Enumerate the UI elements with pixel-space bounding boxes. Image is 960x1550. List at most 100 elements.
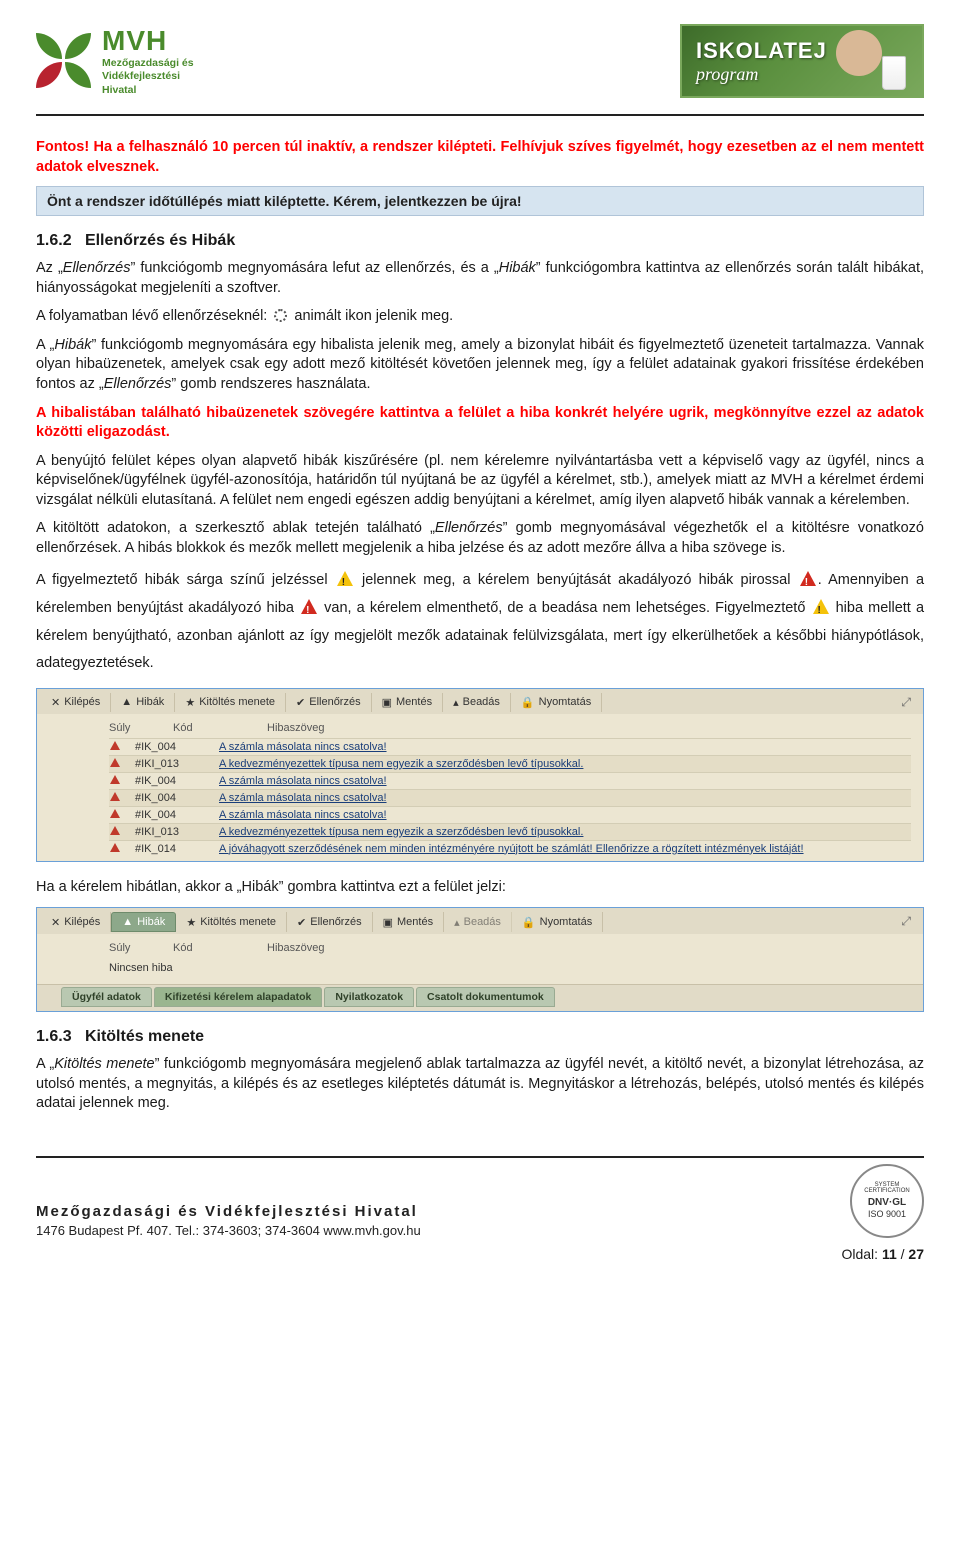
tab-nyilatkozatok[interactable]: Nyilatkozatok (324, 987, 414, 1007)
para-between: Ha a kérelem hibátlan, akkor a „Hibák” g… (36, 878, 924, 898)
para-162-7: A figyelmeztető hibák sárga színű jelzés… (36, 567, 924, 677)
btn-mentes[interactable]: ▣Mentés (372, 693, 443, 712)
warn-icon: ▲ (121, 696, 132, 708)
screenshot-no-errors: ✕Kilépés ▲Hibák ★Kitöltés menete ✔Ellenő… (36, 907, 924, 1012)
error-message[interactable]: A jóváhagyott szerződésének nem minden i… (219, 843, 911, 855)
btn-kitoltes-menete[interactable]: ★Kitöltés menete (175, 693, 286, 712)
error-row[interactable]: #IK_004 A számla másolata nincs csatolva! (109, 806, 911, 823)
error-code: #IK_004 (135, 775, 205, 787)
error-code: #IK_004 (135, 792, 205, 804)
error-code: #IK_014 (135, 843, 205, 855)
no-error-text: Nincsen hiba (109, 958, 911, 980)
btn-nyomtatas[interactable]: 🔒Nyomtatás (512, 912, 603, 932)
severity-icon (109, 809, 121, 821)
severity-icon (109, 792, 121, 804)
error-row[interactable]: #IK_004 A számla másolata nincs csatolva! (109, 738, 911, 755)
page-number: Oldal: 11 / 27 (36, 1246, 924, 1262)
inactivity-warning: Fontos! Ha a felhasználó 10 percen túl i… (36, 138, 924, 177)
check-icon: ✔ (297, 916, 306, 929)
star-icon: ★ (185, 696, 195, 709)
severity-icon (109, 741, 121, 753)
footer-addr: 1476 Budapest Pf. 407. Tel.: 374-3603; 3… (36, 1223, 421, 1238)
banner-iskolatej: ISKOLATEJ program (680, 24, 924, 98)
error-row[interactable]: #IKI_013 A kedvezményezettek típusa nem e… (109, 823, 911, 840)
warning-red-icon (301, 599, 317, 614)
error-row[interactable]: #IKI_013A kedvezményezettek típusa nem e… (109, 755, 911, 772)
para-162-2: A folyamatban lévő ellenőrzéseknél: anim… (36, 307, 924, 327)
section-162-heading: 1.6.2 Ellenőrzés és Hibák (36, 232, 924, 250)
spinner-icon (274, 309, 287, 322)
btn-kilepes[interactable]: ✕Kilépés (41, 693, 111, 712)
para-162-5: A benyújtó felület képes olyan alapvető … (36, 452, 924, 511)
close-icon: ✕ (51, 916, 60, 929)
ss1-body: Súly Kód Hibaszöveg #IK_004A számla máso… (37, 714, 923, 861)
logo-line-1: Mezőgazdasági és (102, 57, 194, 70)
section-title: Ellenőrzés és Hibák (85, 232, 235, 249)
error-message[interactable]: A számla másolata nincs csatolva! (219, 792, 911, 804)
error-code: #IK_004 (135, 809, 205, 821)
error-row[interactable]: #IK_014 A jóváhagyott szerződésének nem m… (109, 840, 911, 857)
error-row[interactable]: #IK_004 A számla másolata nincs csatolva! (109, 789, 911, 806)
severity-icon (109, 758, 121, 770)
footer-text: Mezőgazdasági és Vidékfejlesztési Hivata… (36, 1203, 421, 1238)
warning-yellow-icon (813, 599, 829, 614)
close-icon: ✕ (51, 696, 60, 709)
error-message[interactable]: A számla másolata nincs csatolva! (219, 775, 911, 787)
ss2-bottom-tabs: Ügyfél adatok Kifizetési kérelem alapada… (37, 984, 923, 1011)
ss1-toolbar: ✕Kilépés ▲Hibák ★Kitöltés menete ✔Ellenő… (37, 689, 923, 714)
severity-icon (109, 775, 121, 787)
section-title: Kitöltés menete (85, 1028, 204, 1045)
logo-left: MVH Mezőgazdasági és Vidékfejlesztési Hi… (36, 25, 194, 96)
btn-hibak[interactable]: ▲Hibák (111, 912, 176, 932)
lock-icon: 🔒 (522, 916, 536, 929)
expand-icon[interactable]: ⤢ (901, 914, 911, 929)
error-message[interactable]: A számla másolata nincs csatolva! (219, 809, 911, 821)
severity-icon (109, 826, 121, 838)
star-icon: ★ (186, 916, 196, 929)
error-message[interactable]: A kedvezményezettek típusa nem egyezik a… (219, 826, 911, 838)
btn-hibak[interactable]: ▲Hibák (111, 693, 175, 712)
warning-red-icon (800, 571, 816, 586)
btn-kilepes[interactable]: ✕Kilépés (41, 912, 111, 932)
tab-kifizetesi[interactable]: Kifizetési kérelem alapadatok (154, 987, 322, 1007)
expand-icon[interactable]: ⤢ (901, 695, 911, 710)
footer-org: Mezőgazdasági és Vidékfejlesztési Hivata… (36, 1203, 421, 1220)
submit-icon: ▴ (454, 916, 460, 929)
para-162-3: A „Hibák” funkciógomb megnyomására egy h… (36, 336, 924, 395)
btn-ellenorzes[interactable]: ✔Ellenőrzés (287, 912, 373, 932)
section-163-heading: 1.6.3 Kitöltés menete (36, 1028, 924, 1046)
logo-acronym: MVH (102, 25, 194, 57)
logo-mark (36, 33, 92, 89)
header-rule (36, 114, 924, 116)
error-code: #IK_004 (135, 741, 205, 753)
save-icon: ▣ (382, 696, 392, 709)
error-row[interactable]: #IK_004 A számla másolata nincs csatolva! (109, 772, 911, 789)
severity-icon (109, 843, 121, 855)
error-code: #IKI_013 (135, 826, 205, 838)
section-number: 1.6.3 (36, 1028, 72, 1045)
ss2-body: Súly Kód Hibaszöveg Nincsen hiba (37, 934, 923, 984)
error-message[interactable]: A számla másolata nincs csatolva! (219, 741, 911, 753)
btn-beadas[interactable]: ▴Beadás (444, 912, 512, 932)
tab-csatolt[interactable]: Csatolt dokumentumok (416, 987, 555, 1007)
btn-ellenorzes[interactable]: ✔Ellenőrzés (286, 693, 372, 712)
para-162-6: A kitöltött adatokon, a szerkesztő ablak… (36, 519, 924, 558)
page-header: MVH Mezőgazdasági és Vidékfejlesztési Hi… (36, 24, 924, 98)
tab-ugyfel[interactable]: Ügyfél adatok (61, 987, 152, 1007)
cert-badge: SYSTEM CERTIFICATION DNV·GL ISO 9001 (850, 1164, 924, 1238)
screenshot-errors-list: ✕Kilépés ▲Hibák ★Kitöltés menete ✔Ellenő… (36, 688, 924, 862)
error-message[interactable]: A kedvezményezettek típusa nem egyezik a… (219, 758, 911, 770)
warning-yellow-icon (337, 571, 353, 586)
warn-icon: ▲ (122, 916, 133, 928)
btn-beadas[interactable]: ▴Beadás (443, 693, 511, 712)
btn-nyomtatas[interactable]: 🔒Nyomtatás (511, 693, 602, 712)
check-icon: ✔ (296, 696, 305, 709)
footer-rule (36, 1156, 924, 1158)
btn-mentes[interactable]: ▣Mentés (373, 912, 444, 932)
logo-text: MVH Mezőgazdasági és Vidékfejlesztési Hi… (102, 25, 194, 96)
para-163-1: A „Kitöltés menete” funkciógomb megnyomá… (36, 1055, 924, 1114)
para-162-4: A hibalistában található hibaüzenetek sz… (36, 404, 924, 443)
logo-line-3: Hivatal (102, 84, 194, 97)
ss2-toolbar: ✕Kilépés ▲Hibák ★Kitöltés menete ✔Ellenő… (37, 908, 923, 934)
btn-kitoltes-menete[interactable]: ★Kitöltés menete (176, 912, 287, 932)
